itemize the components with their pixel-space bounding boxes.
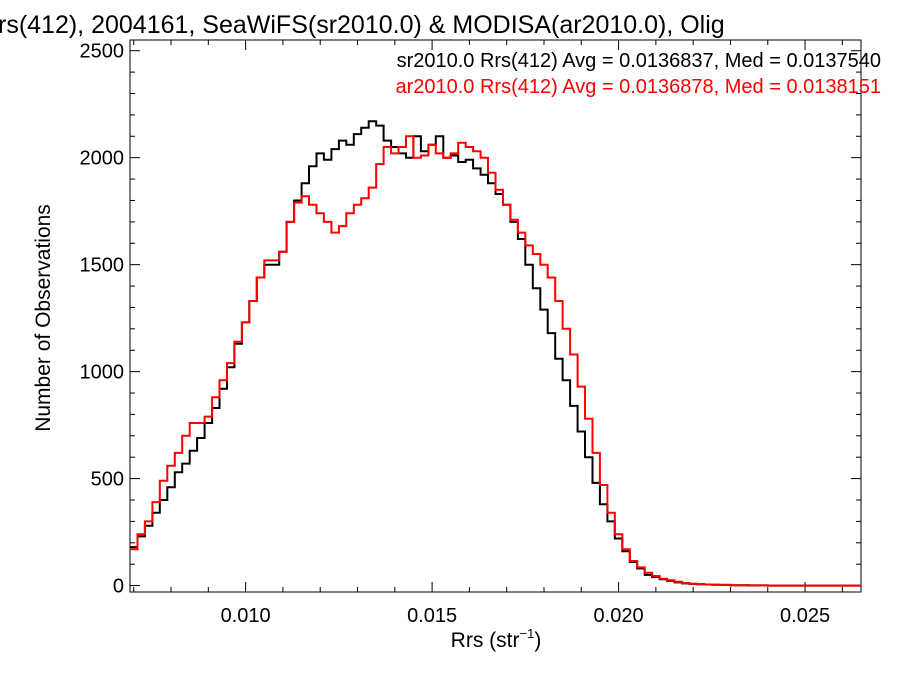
chart-title: rs(412), 2004161, SeaWiFS(sr2010.0) & MO… xyxy=(0,11,725,39)
plot-frame xyxy=(129,39,862,593)
y-tick-label: 2000 xyxy=(80,148,125,170)
x-axis-title-superscript: −1 xyxy=(520,626,535,641)
y-tick-label: 1000 xyxy=(80,362,125,384)
x-axis-title-close: ) xyxy=(534,629,541,652)
legend-entry-2: ar2010.0 Rrs(412) Avg = 0.0136878, Med =… xyxy=(395,76,881,98)
y-tick-label: 1500 xyxy=(80,255,125,277)
x-axis-ticks: 0.010 0.015 0.020 0.025 xyxy=(133,40,843,627)
series-line-1 xyxy=(130,120,861,587)
legend: sr2010.0 Rrs(412) Avg = 0.0136837, Med =… xyxy=(395,50,881,98)
series-line-2 xyxy=(130,135,861,587)
y-tick-label: 500 xyxy=(91,469,124,491)
y-axis-ticks: 0 500 1000 1500 2000 2500 xyxy=(80,41,861,598)
y-axis-title: Number of Observations xyxy=(32,204,55,432)
y-tick-label: 0 xyxy=(113,576,124,598)
x-tick-label: 0.025 xyxy=(780,605,830,627)
x-tick-label: 0.020 xyxy=(594,605,644,627)
y-tick-label: 2500 xyxy=(80,41,125,63)
x-axis-title: Rrs (str−1) xyxy=(451,626,542,652)
series-layer xyxy=(130,120,861,587)
x-tick-label: 0.015 xyxy=(407,605,457,627)
x-tick-label: 0.010 xyxy=(221,605,271,627)
legend-entry-1: sr2010.0 Rrs(412) Avg = 0.0136837, Med =… xyxy=(397,50,881,72)
